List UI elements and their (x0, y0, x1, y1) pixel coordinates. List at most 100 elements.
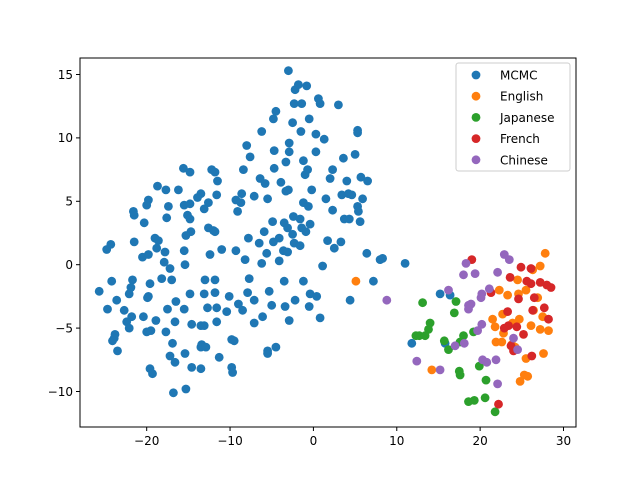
point-mcmc-91 (139, 218, 149, 228)
point-mcmc-45 (185, 167, 195, 177)
point-chinese-13 (464, 304, 473, 314)
x-tick-label-5: 30 (556, 434, 571, 448)
point-mcmc-178 (267, 300, 277, 310)
point-mcmc-22 (284, 147, 294, 157)
point-mcmc-79 (185, 214, 195, 224)
point-english-23 (497, 337, 507, 347)
point-mcmc-219 (169, 388, 178, 398)
point-english-14 (490, 322, 500, 332)
point-mcmc-224 (435, 289, 445, 299)
point-japanese-7 (420, 331, 430, 341)
point-english-1 (427, 365, 437, 375)
point-english-27 (539, 349, 548, 358)
point-mcmc-171 (163, 304, 172, 314)
point-french-12 (539, 303, 549, 313)
point-mcmc-50 (212, 190, 222, 200)
point-mcmc-212 (187, 363, 197, 372)
point-mcmc-35 (260, 179, 270, 188)
point-mcmc-39 (356, 172, 366, 182)
point-mcmc-125 (205, 250, 215, 259)
point-mcmc-187 (199, 321, 209, 330)
point-mcmc-83 (289, 212, 298, 221)
point-mcmc-3 (302, 81, 312, 91)
legend-label-french: French (500, 132, 540, 146)
point-mcmc-44 (179, 163, 188, 173)
point-mcmc-86 (305, 219, 315, 229)
point-mcmc-105 (301, 227, 311, 237)
point-mcmc-52 (281, 186, 291, 196)
point-mcmc-143 (157, 274, 167, 283)
point-mcmc-151 (112, 295, 122, 305)
point-mcmc-14 (311, 129, 321, 139)
point-mcmc-95 (210, 227, 220, 237)
point-mcmc-40 (363, 176, 372, 186)
point-mcmc-142 (145, 279, 155, 289)
point-mcmc-27 (339, 153, 348, 163)
legend-marker-english (471, 91, 481, 101)
point-french-3 (505, 273, 515, 282)
point-mcmc-71 (249, 191, 259, 201)
point-french-17 (499, 323, 509, 333)
point-mcmc-101 (259, 227, 269, 237)
point-mcmc-190 (258, 312, 267, 322)
point-japanese-17 (480, 393, 490, 403)
point-mcmc-185 (187, 319, 197, 329)
point-mcmc-198 (229, 336, 239, 346)
series-chinese (382, 250, 522, 389)
point-mcmc-149 (299, 276, 308, 286)
point-mcmc-165 (312, 292, 322, 301)
point-mcmc-66 (193, 193, 202, 202)
point-mcmc-110 (283, 247, 292, 257)
point-mcmc-157 (199, 289, 209, 299)
point-mcmc-177 (238, 305, 248, 315)
point-french-13 (528, 305, 538, 315)
point-mcmc-146 (210, 275, 220, 285)
point-mcmc-179 (280, 302, 290, 311)
point-chinese-1 (461, 259, 471, 268)
point-mcmc-211 (180, 349, 190, 358)
point-mcmc-130 (257, 259, 267, 268)
point-chinese-10 (476, 293, 486, 303)
point-mcmc-99 (181, 231, 191, 240)
point-mcmc-207 (263, 349, 272, 358)
point-french-1 (516, 262, 526, 272)
point-mcmc-33 (328, 165, 337, 175)
point-mcmc-120 (160, 247, 170, 257)
point-chinese-7 (504, 255, 514, 264)
point-mcmc-10 (269, 114, 278, 124)
legend-marker-chinese (471, 155, 481, 165)
point-mcmc-159 (224, 292, 234, 301)
point-mcmc-137 (400, 259, 410, 268)
point-mcmc-29 (239, 165, 248, 175)
point-chinese-14 (477, 319, 487, 329)
point-mcmc-163 (290, 295, 300, 305)
point-chinese-20 (513, 345, 522, 354)
point-mcmc-16 (353, 128, 362, 138)
legend-marker-japanese (471, 113, 481, 122)
point-mcmc-107 (254, 238, 264, 248)
point-mcmc-112 (323, 236, 332, 246)
point-mcmc-37 (325, 174, 335, 183)
point-mcmc-216 (228, 368, 238, 377)
point-chinese-19 (491, 355, 501, 365)
point-mcmc-70 (236, 198, 246, 208)
legend-marker-french (471, 134, 481, 144)
point-mcmc-81 (268, 217, 277, 227)
point-mcmc-180 (304, 302, 314, 311)
point-english-5 (513, 275, 522, 285)
x-tick-label-2: 0 (310, 434, 318, 448)
point-mcmc-175 (222, 307, 232, 316)
legend-label-english: English (500, 90, 543, 104)
point-mcmc-116 (129, 237, 139, 247)
point-mcmc-85 (295, 214, 305, 224)
point-mcmc-128 (262, 248, 272, 258)
point-mcmc-25 (281, 157, 291, 167)
point-chinese-8 (484, 284, 494, 294)
point-french-7 (522, 276, 532, 286)
y-tick-label-2: 0 (65, 258, 73, 272)
point-mcmc-28 (350, 150, 360, 159)
point-mcmc-60 (142, 200, 152, 210)
point-mcmc-5 (297, 99, 307, 108)
